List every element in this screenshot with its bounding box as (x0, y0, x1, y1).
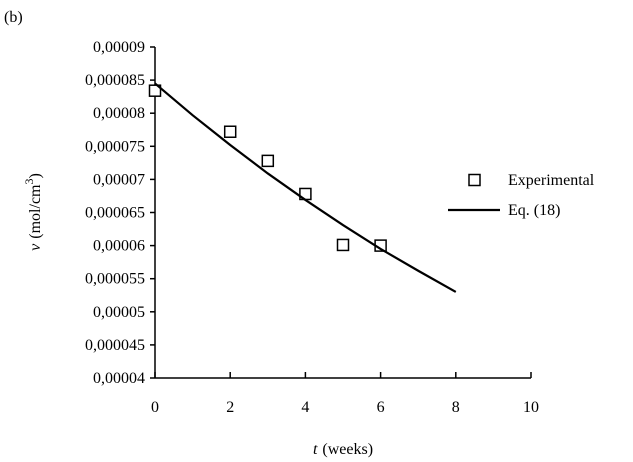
x-tick-label: 10 (523, 399, 539, 416)
y-tick-label: 0,00009 (93, 39, 145, 56)
x-tick-label: 8 (452, 399, 460, 416)
x-tick-label: 4 (301, 399, 309, 416)
x-axis-label: t (weeks) (313, 441, 373, 458)
x-tick-label: 2 (226, 399, 234, 416)
y-tick-label: 0,00004 (93, 370, 145, 387)
x-tick-label: 6 (377, 399, 385, 416)
y-tick-label: 0,00006 (93, 238, 145, 255)
data-point (261, 154, 275, 168)
data-point (148, 84, 162, 97)
y-tick-label: 0,00007 (93, 171, 145, 188)
y-tick-label: 0,00008 (93, 105, 145, 122)
y-label-var: v (27, 243, 44, 251)
y-label-close: ) (27, 173, 44, 178)
y-axis-label: v (mol/cm3) (22, 173, 44, 251)
legend-marker (468, 173, 481, 187)
legend-label: Eq. (18) (508, 202, 560, 219)
y-tick-label: 0,000075 (85, 138, 145, 155)
y-tick-label: 0,000085 (85, 72, 145, 89)
panel-label: (b) (4, 9, 23, 26)
y-tick-label: 0,000045 (85, 337, 145, 354)
y-label-unit: (mol/cm (27, 184, 44, 239)
data-point (336, 238, 350, 252)
data-point (223, 125, 237, 138)
y-label-sup: 3 (22, 179, 36, 185)
x-tick-label: 0 (151, 399, 159, 416)
x-label-unit: (weeks) (322, 441, 373, 458)
y-tick-label: 0,000065 (85, 205, 145, 222)
fit-line (154, 82, 457, 293)
x-label-var: t (313, 441, 318, 458)
y-tick-label: 0,000055 (85, 271, 145, 288)
y-tick-label: 0,00005 (93, 304, 145, 321)
legend-label: Experimental (508, 172, 595, 189)
